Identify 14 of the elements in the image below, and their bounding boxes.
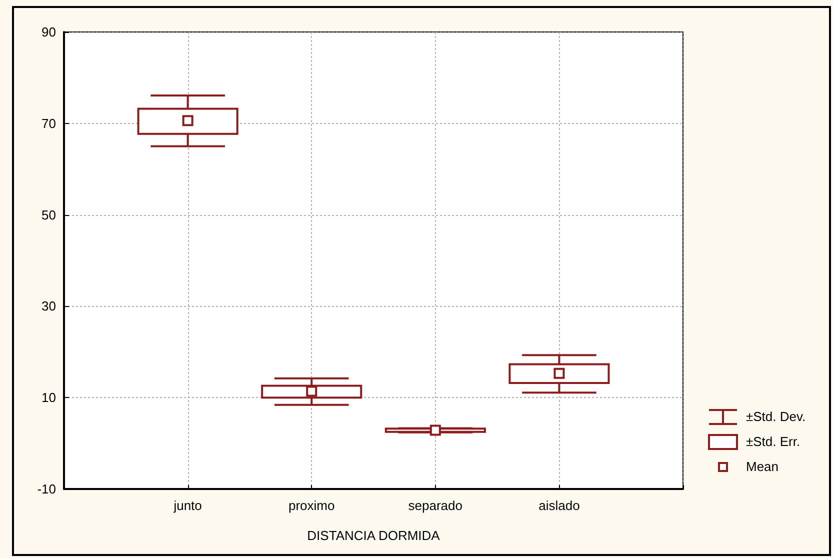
y-tick-label: 30 <box>42 298 56 314</box>
y-tick-label: 70 <box>42 116 56 131</box>
text: ±Std. Err. <box>746 434 800 449</box>
text: ±Std. Dev. <box>746 409 806 424</box>
x-tick-label: junto <box>172 498 202 513</box>
x-tick-label: proximo <box>288 498 335 513</box>
y-tick-label: -10 <box>37 482 56 496</box>
x-tick-label: separado <box>408 498 463 513</box>
x-tick-label: aislado <box>538 498 580 513</box>
text: Mean <box>746 459 779 474</box>
x-axis-title: DISTANCIA DORMIDA <box>307 528 440 543</box>
y-tick-label: 10 <box>42 390 56 406</box>
y-tick-label: 50 <box>42 207 56 222</box>
y-tick-label: 90 <box>42 24 56 40</box>
